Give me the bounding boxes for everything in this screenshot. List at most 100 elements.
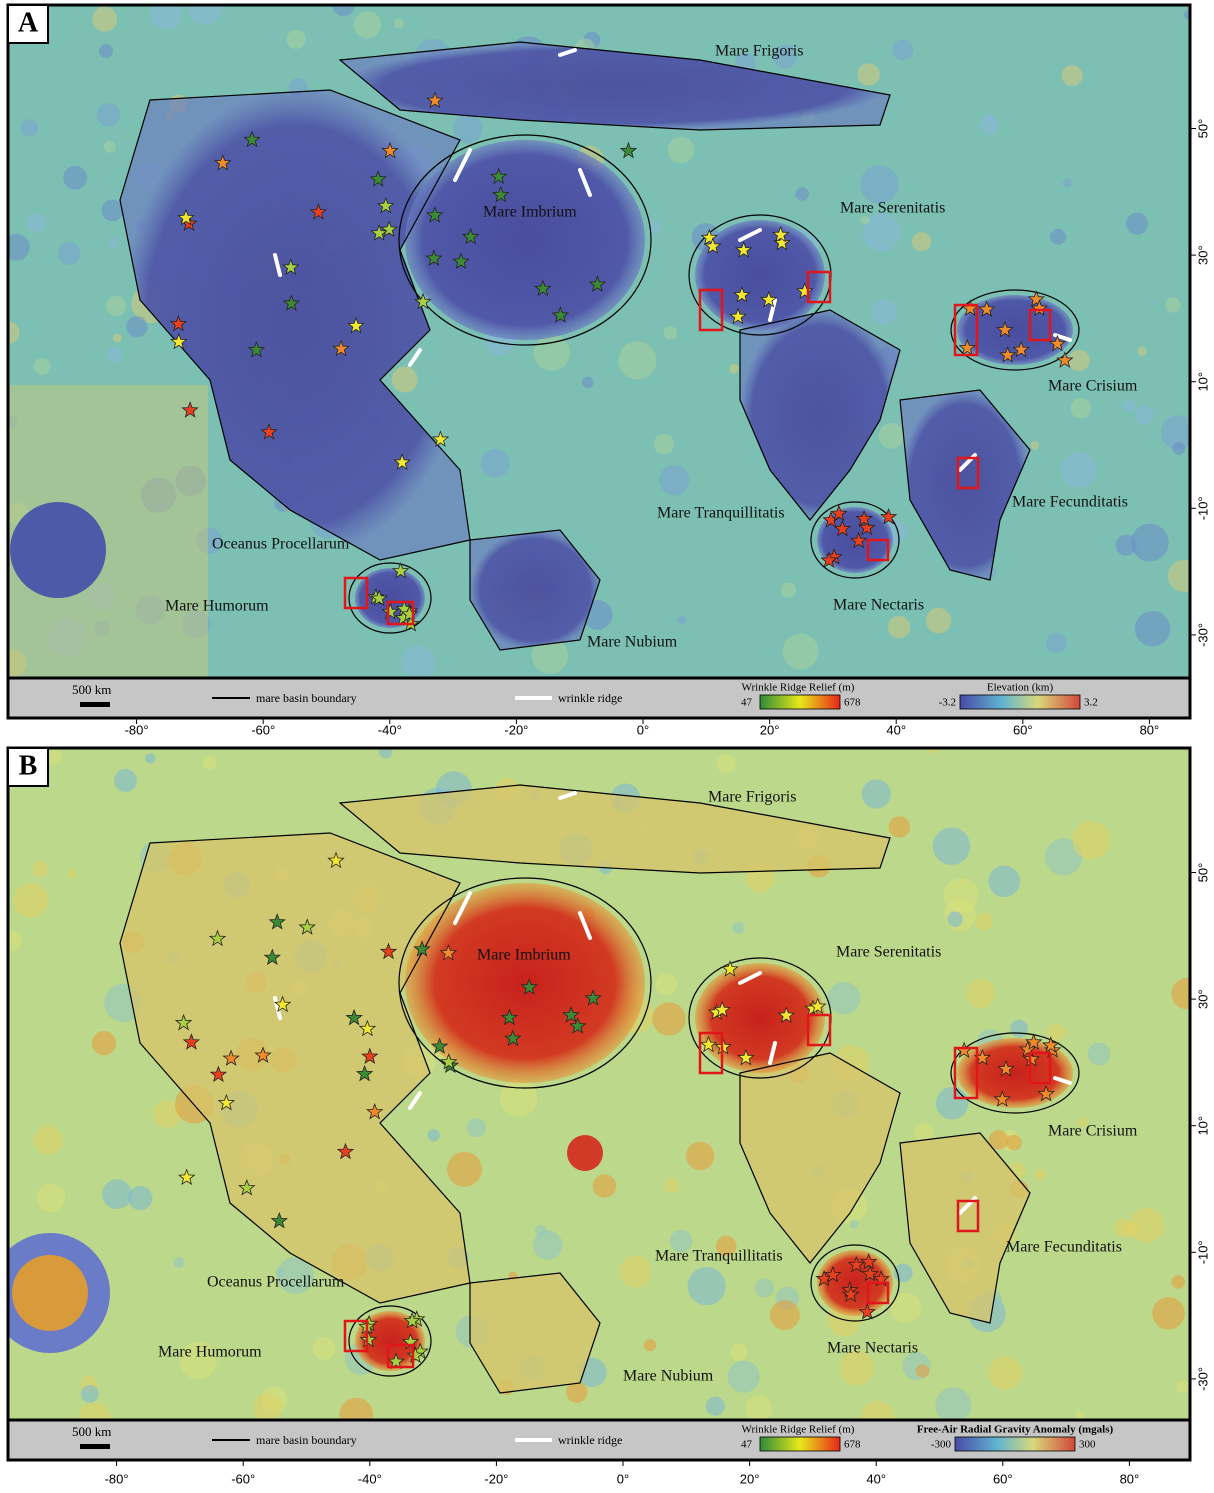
crater (862, 779, 891, 808)
x-tick-label: 0° (617, 1471, 629, 1486)
panel-letter: B (19, 750, 38, 781)
crater (1135, 406, 1154, 425)
crater (81, 1385, 99, 1403)
y-tick-label: -30° (1195, 623, 1210, 647)
map-scale-min: -3.2 (939, 697, 956, 709)
x-tick-label: 60° (993, 1471, 1013, 1486)
crater (1131, 524, 1169, 562)
crater (113, 334, 122, 343)
crater (888, 616, 910, 638)
crater (728, 1361, 760, 1393)
crater (976, 913, 993, 930)
y-tick-label: -10° (1195, 1240, 1210, 1264)
figure: AMare FrigorisMare ImbriumMare Serenitat… (0, 0, 1214, 1493)
panel-letter: A (18, 7, 39, 38)
crater (313, 1337, 336, 1360)
crater (582, 377, 594, 389)
x-tick-label: -20° (484, 1471, 508, 1486)
crater (97, 103, 121, 127)
crater (114, 769, 137, 792)
crater (926, 608, 951, 633)
crater (253, 1393, 282, 1422)
crater (1172, 442, 1185, 455)
map-scale-max: 300 (1079, 1439, 1096, 1451)
x-tick-label: -20° (504, 722, 528, 737)
crater (1031, 441, 1039, 449)
crater (286, 30, 305, 49)
crater (912, 232, 931, 251)
y-tick-label: 30° (1195, 989, 1210, 1009)
crater (936, 1087, 969, 1120)
y-tick-label: 10° (1195, 372, 1210, 392)
relief-min: 47 (741, 1439, 753, 1451)
crater (1068, 350, 1089, 371)
map-scale-min: -300 (931, 1439, 952, 1451)
crater (27, 213, 46, 232)
map-colorbar (955, 1437, 1075, 1451)
crater (92, 1031, 116, 1055)
crater (1063, 179, 1072, 188)
mare-label: Oceanus Procellarum (212, 536, 350, 553)
crater (102, 1179, 132, 1209)
x-tick-label: 80° (1140, 722, 1160, 737)
crater (729, 364, 739, 374)
crater (67, 870, 76, 879)
mare-label: Mare Serenitatis (836, 944, 941, 961)
crater (980, 116, 999, 135)
x-tick-label: -40° (378, 722, 402, 737)
crater (33, 861, 49, 877)
crater (37, 1183, 66, 1212)
ridge-label: wrinkle ridge (558, 691, 622, 705)
scale-bar (80, 1444, 110, 1449)
crater (717, 754, 736, 773)
crater (706, 1397, 725, 1416)
crater (107, 347, 123, 363)
mare-label: Mare Fecunditatis (1012, 494, 1128, 511)
relief-max: 678 (844, 1439, 861, 1451)
map-scale-title: Elevation (km) (987, 682, 1054, 694)
crater (92, 7, 117, 32)
crater (1126, 213, 1148, 235)
crater (1135, 611, 1171, 647)
crater (947, 911, 963, 927)
mare-label: Mare Serenitatis (840, 200, 945, 217)
crater (145, 753, 155, 763)
crater (1088, 1043, 1111, 1066)
crater (533, 1230, 562, 1259)
map-scale-max: 3.2 (1084, 697, 1098, 709)
crater (783, 634, 819, 670)
crater (1165, 297, 1180, 312)
crater (781, 583, 796, 598)
y-tick-label: -10° (1195, 496, 1210, 520)
crater (1138, 347, 1147, 356)
map-panel: BMare FrigorisMare ImbriumMare Serenitat… (0, 743, 1210, 1487)
crater (795, 187, 808, 200)
x-tick-label: 80° (1120, 1471, 1140, 1486)
crater (1061, 452, 1097, 488)
mare-label: Mare Nubium (623, 1368, 714, 1385)
boundary-label: mare basin boundary (256, 1433, 357, 1447)
x-tick-label: 40° (886, 722, 906, 737)
x-tick-label: -80° (105, 1471, 129, 1486)
crater (593, 1174, 616, 1197)
crater (944, 878, 979, 913)
crater (21, 119, 38, 136)
crater (1050, 229, 1066, 245)
crater (108, 237, 119, 248)
mare-label: Mare Imbrium (483, 204, 577, 221)
map-image (0, 0, 1200, 685)
crater (889, 816, 911, 838)
crater (104, 141, 116, 153)
crater (1, 930, 22, 951)
crater (401, 646, 435, 680)
mare-label: Oceanus Procellarum (207, 1274, 345, 1291)
x-tick-label: 60° (1013, 722, 1033, 737)
y-tick-label: -30° (1195, 1367, 1210, 1391)
relief-max: 678 (844, 697, 861, 709)
crater (427, 1129, 439, 1141)
scale-label: 500 km (72, 1424, 111, 1439)
crater (1062, 65, 1083, 86)
crater (128, 1186, 152, 1210)
crater (664, 326, 678, 340)
